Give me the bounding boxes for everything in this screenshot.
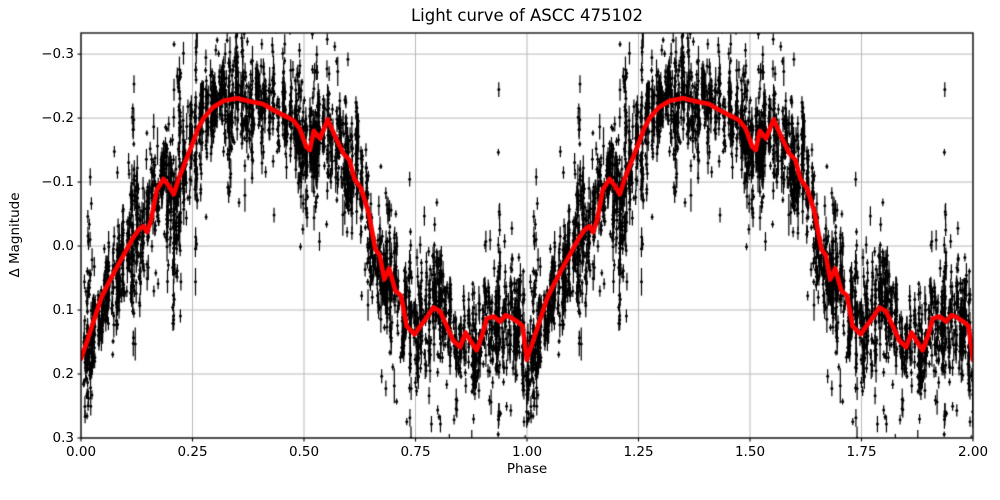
x-tick-label: 1.25: [623, 444, 654, 460]
x-tick-label: 1.75: [846, 444, 877, 460]
y-tick-label: 0.2: [52, 366, 74, 383]
y-tick-label: −0.3: [41, 46, 74, 63]
y-tick-label: 0.1: [52, 302, 74, 319]
chart-title: Light curve of ASCC 475102: [410, 6, 644, 25]
y-tick-label: −0.2: [41, 110, 74, 127]
x-tick-label: 0.25: [177, 444, 208, 460]
x-axis-label: Phase: [506, 461, 548, 477]
x-tick-label: 1.50: [734, 444, 766, 460]
x-tick-label: 2.00: [957, 444, 989, 460]
y-tick-label: 0.3: [52, 430, 74, 446]
x-tick-label: 0.75: [400, 444, 431, 460]
y-axis-label: Δ Magnitude: [7, 192, 23, 278]
x-tick-label: 1.00: [511, 444, 543, 460]
x-tick-label: 0.50: [288, 444, 320, 460]
y-tick-label: 0.0: [52, 238, 74, 255]
y-tick-label: −0.1: [41, 174, 74, 191]
x-tick-label: 0.00: [65, 444, 97, 460]
